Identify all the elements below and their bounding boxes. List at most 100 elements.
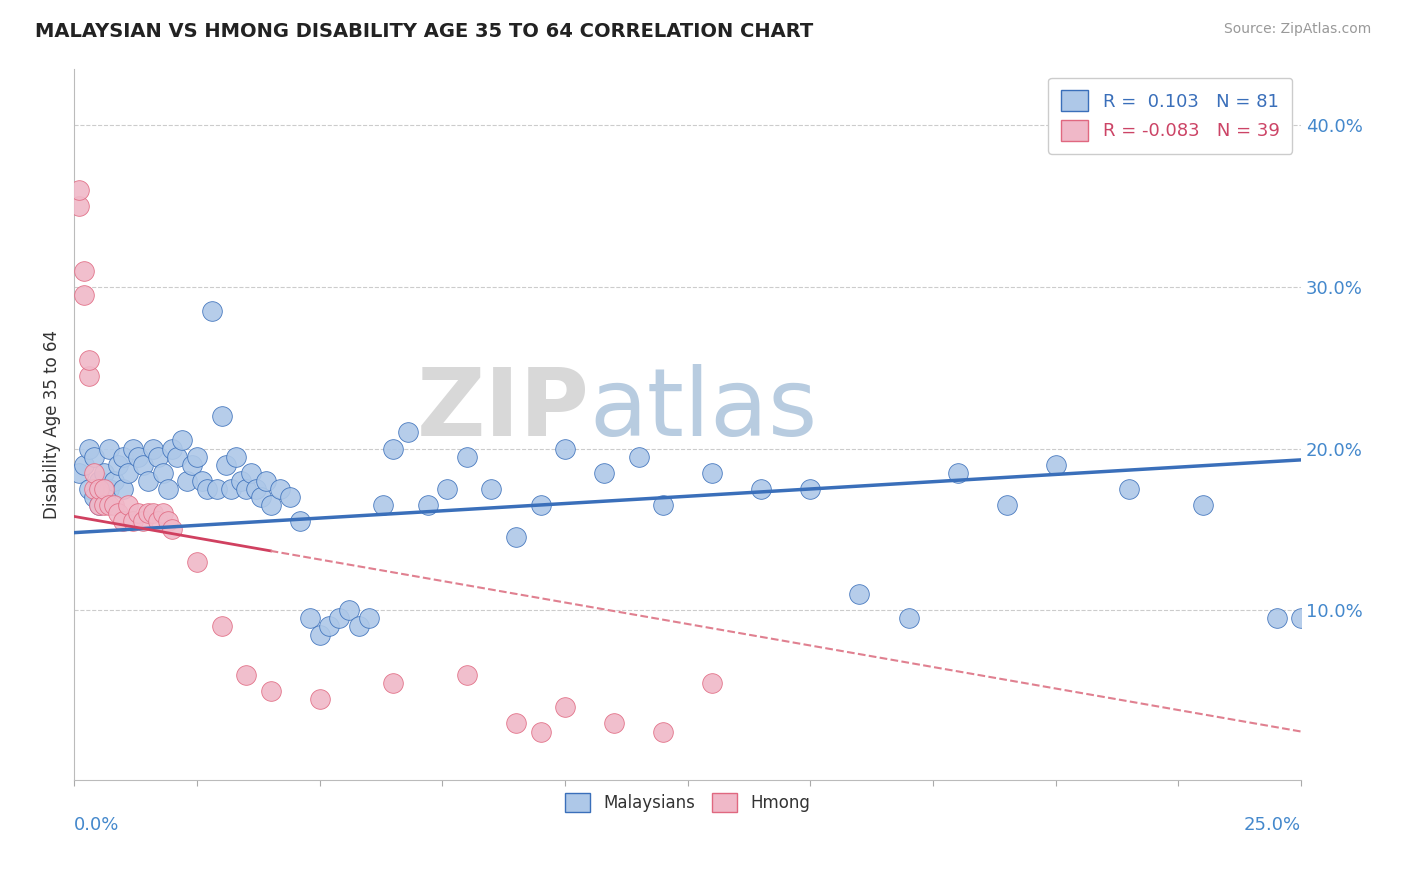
Point (231, 474, 253, 488)
Point (77, 368, 100, 383)
Text: ZIP: ZIP (416, 364, 589, 456)
Point (328, 611, 350, 625)
Point (235, 482, 257, 496)
Point (215, 458, 238, 472)
Point (107, 458, 129, 472)
Point (205, 482, 228, 496)
Point (146, 514, 169, 528)
Point (162, 523, 184, 537)
Point (245, 482, 267, 496)
Point (1289, 611, 1312, 625)
Point (87, 474, 110, 488)
Point (83, 482, 105, 496)
Point (240, 466, 263, 480)
Point (156, 514, 179, 528)
Point (396, 425, 419, 440)
Point (416, 498, 439, 512)
Point (995, 498, 1018, 512)
Point (87, 482, 110, 496)
Point (146, 450, 169, 464)
Point (505, 716, 527, 731)
Point (67, 183, 90, 197)
Point (254, 474, 277, 488)
Point (278, 490, 301, 504)
Point (382, 676, 405, 690)
Point (436, 482, 458, 496)
Point (702, 676, 724, 690)
Point (652, 724, 675, 739)
Point (799, 482, 821, 496)
Point (73, 263, 96, 277)
Point (554, 700, 576, 714)
Point (93, 498, 115, 512)
Point (702, 466, 724, 480)
Point (172, 434, 194, 448)
Point (652, 498, 675, 512)
Point (456, 450, 478, 464)
Point (152, 506, 174, 520)
Point (1118, 482, 1140, 496)
Y-axis label: Disability Age 35 to 64: Disability Age 35 to 64 (44, 330, 60, 519)
Point (122, 514, 145, 528)
Point (186, 450, 208, 464)
Point (1265, 611, 1288, 625)
Point (83, 490, 105, 504)
Point (176, 474, 198, 488)
Point (235, 668, 257, 682)
Point (152, 466, 174, 480)
Point (529, 724, 551, 739)
Point (505, 531, 527, 545)
Point (162, 442, 184, 456)
Point (456, 668, 478, 682)
Point (357, 611, 380, 625)
Point (136, 506, 159, 520)
Point (83, 466, 105, 480)
Point (166, 450, 188, 464)
Point (93, 466, 115, 480)
Point (347, 619, 370, 633)
Point (337, 603, 360, 617)
Point (77, 352, 100, 367)
Point (201, 304, 224, 318)
Point (298, 611, 321, 625)
Point (249, 490, 271, 504)
Point (318, 619, 340, 633)
Point (382, 442, 405, 456)
Point (136, 474, 159, 488)
Point (142, 506, 165, 520)
Point (132, 458, 155, 472)
Text: MALAYSIAN VS HMONG DISABILITY AGE 35 TO 64 CORRELATION CHART: MALAYSIAN VS HMONG DISABILITY AGE 35 TO … (35, 22, 814, 41)
Text: Source: ZipAtlas.com: Source: ZipAtlas.com (1223, 22, 1371, 37)
Point (77, 482, 100, 496)
Point (225, 450, 247, 464)
Point (67, 466, 90, 480)
Point (1192, 498, 1215, 512)
Point (186, 555, 208, 569)
Point (848, 587, 870, 601)
Point (946, 466, 969, 480)
Text: atlas: atlas (589, 364, 818, 456)
Point (156, 482, 179, 496)
Point (87, 498, 110, 512)
Point (627, 450, 650, 464)
Point (127, 506, 149, 520)
Point (211, 619, 233, 633)
Point (1241, 134, 1264, 148)
Point (103, 474, 125, 488)
Point (593, 466, 616, 480)
Legend: Malaysians, Hmong: Malaysians, Hmong (551, 780, 824, 825)
Point (107, 506, 129, 520)
Point (73, 288, 96, 302)
Point (93, 482, 115, 496)
Point (127, 450, 149, 464)
Text: 25.0%: 25.0% (1244, 815, 1301, 834)
Point (67, 199, 90, 213)
Point (897, 611, 920, 625)
Point (529, 498, 551, 512)
Point (308, 627, 330, 641)
Point (1045, 458, 1067, 472)
Point (112, 514, 135, 528)
Point (181, 458, 204, 472)
Point (211, 409, 233, 424)
Text: 0.0%: 0.0% (75, 815, 120, 834)
